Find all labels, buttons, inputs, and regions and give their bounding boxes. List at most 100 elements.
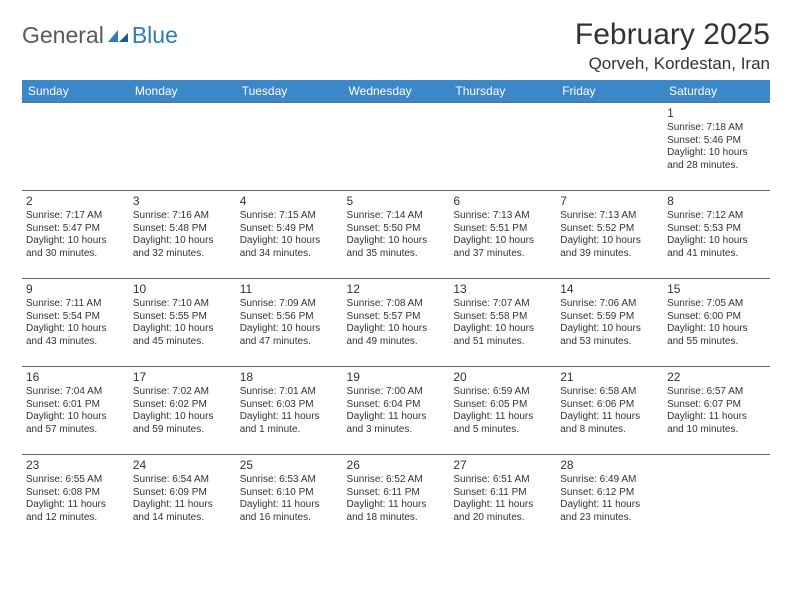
day-cell: 12Sunrise: 7:08 AMSunset: 5:57 PMDayligh… [343,279,450,367]
day-number: 7 [560,194,659,209]
sunrise-text: Sunrise: 7:15 AM [240,210,339,223]
day-number: 22 [667,370,766,385]
sunset-text: Sunset: 5:49 PM [240,223,339,236]
day-header-saturday: Saturday [663,80,770,103]
sunset-text: Sunset: 6:09 PM [133,487,232,500]
calendar-table: SundayMondayTuesdayWednesdayThursdayFrid… [22,80,770,543]
daylight-text: and 37 minutes. [453,248,552,261]
day-number: 11 [240,282,339,297]
day-number: 12 [347,282,446,297]
daylight-text: and 8 minutes. [560,424,659,437]
sunrise-text: Sunrise: 7:10 AM [133,298,232,311]
day-cell: 14Sunrise: 7:06 AMSunset: 5:59 PMDayligh… [556,279,663,367]
daylight-text: Daylight: 10 hours [133,323,232,336]
daylight-text: and 23 minutes. [560,512,659,525]
daylight-text: Daylight: 11 hours [347,499,446,512]
daylight-text: Daylight: 10 hours [667,235,766,248]
daylight-text: Daylight: 11 hours [240,499,339,512]
day-number: 9 [26,282,125,297]
daylight-text: and 32 minutes. [133,248,232,261]
sunset-text: Sunset: 6:05 PM [453,399,552,412]
daylight-text: Daylight: 11 hours [453,411,552,424]
table-row: 2Sunrise: 7:17 AMSunset: 5:47 PMDaylight… [22,191,770,279]
daylight-text: Daylight: 10 hours [560,235,659,248]
empty-cell [663,455,770,543]
sunrise-text: Sunrise: 7:09 AM [240,298,339,311]
daylight-text: and 41 minutes. [667,248,766,261]
sunset-text: Sunset: 6:11 PM [347,487,446,500]
daylight-text: Daylight: 10 hours [560,323,659,336]
day-cell: 22Sunrise: 6:57 AMSunset: 6:07 PMDayligh… [663,367,770,455]
day-number: 21 [560,370,659,385]
daylight-text: and 16 minutes. [240,512,339,525]
day-number: 2 [26,194,125,209]
sunset-text: Sunset: 6:01 PM [26,399,125,412]
day-cell: 8Sunrise: 7:12 AMSunset: 5:53 PMDaylight… [663,191,770,279]
sunrise-text: Sunrise: 7:05 AM [667,298,766,311]
day-cell: 21Sunrise: 6:58 AMSunset: 6:06 PMDayligh… [556,367,663,455]
daylight-text: and 43 minutes. [26,336,125,349]
daylight-text: Daylight: 11 hours [667,411,766,424]
table-row: 23Sunrise: 6:55 AMSunset: 6:08 PMDayligh… [22,455,770,543]
sunrise-text: Sunrise: 7:02 AM [133,386,232,399]
daylight-text: Daylight: 10 hours [133,411,232,424]
sunset-text: Sunset: 6:06 PM [560,399,659,412]
sunset-text: Sunset: 5:58 PM [453,311,552,324]
daylight-text: and 53 minutes. [560,336,659,349]
sunrise-text: Sunrise: 6:52 AM [347,474,446,487]
daylight-text: and 55 minutes. [667,336,766,349]
day-number: 13 [453,282,552,297]
sunset-text: Sunset: 6:12 PM [560,487,659,500]
daylight-text: and 34 minutes. [240,248,339,261]
day-header-thursday: Thursday [449,80,556,103]
sunrise-text: Sunrise: 7:14 AM [347,210,446,223]
day-number: 16 [26,370,125,385]
sunrise-text: Sunrise: 6:55 AM [26,474,125,487]
day-cell: 28Sunrise: 6:49 AMSunset: 6:12 PMDayligh… [556,455,663,543]
daylight-text: and 30 minutes. [26,248,125,261]
day-number: 19 [347,370,446,385]
sunset-text: Sunset: 5:57 PM [347,311,446,324]
day-number: 6 [453,194,552,209]
empty-cell [129,103,236,191]
day-number: 10 [133,282,232,297]
day-number: 8 [667,194,766,209]
sunset-text: Sunset: 5:59 PM [560,311,659,324]
sunrise-text: Sunrise: 7:13 AM [453,210,552,223]
day-cell: 1Sunrise: 7:18 AMSunset: 5:46 PMDaylight… [663,103,770,191]
day-cell: 3Sunrise: 7:16 AMSunset: 5:48 PMDaylight… [129,191,236,279]
sunrise-text: Sunrise: 7:08 AM [347,298,446,311]
daylight-text: and 39 minutes. [560,248,659,261]
day-cell: 20Sunrise: 6:59 AMSunset: 6:05 PMDayligh… [449,367,556,455]
empty-cell [343,103,450,191]
daylight-text: and 57 minutes. [26,424,125,437]
day-cell: 6Sunrise: 7:13 AMSunset: 5:51 PMDaylight… [449,191,556,279]
empty-cell [449,103,556,191]
day-cell: 7Sunrise: 7:13 AMSunset: 5:52 PMDaylight… [556,191,663,279]
daylight-text: and 5 minutes. [453,424,552,437]
sunset-text: Sunset: 5:54 PM [26,311,125,324]
day-cell: 5Sunrise: 7:14 AMSunset: 5:50 PMDaylight… [343,191,450,279]
sunset-text: Sunset: 5:52 PM [560,223,659,236]
sunrise-text: Sunrise: 6:57 AM [667,386,766,399]
day-cell: 4Sunrise: 7:15 AMSunset: 5:49 PMDaylight… [236,191,343,279]
day-number: 18 [240,370,339,385]
logo-text-blue: Blue [132,22,178,49]
daylight-text: Daylight: 10 hours [347,235,446,248]
day-number: 28 [560,458,659,473]
day-number: 1 [667,106,766,121]
sunrise-text: Sunrise: 7:16 AM [133,210,232,223]
day-cell: 19Sunrise: 7:00 AMSunset: 6:04 PMDayligh… [343,367,450,455]
day-cell: 26Sunrise: 6:52 AMSunset: 6:11 PMDayligh… [343,455,450,543]
daylight-text: and 18 minutes. [347,512,446,525]
sunset-text: Sunset: 6:00 PM [667,311,766,324]
daylight-text: Daylight: 10 hours [667,147,766,160]
daylight-text: and 14 minutes. [133,512,232,525]
daylight-text: and 49 minutes. [347,336,446,349]
sunrise-text: Sunrise: 6:53 AM [240,474,339,487]
sunset-text: Sunset: 6:10 PM [240,487,339,500]
day-number: 5 [347,194,446,209]
sunrise-text: Sunrise: 6:59 AM [453,386,552,399]
daylight-text: and 1 minute. [240,424,339,437]
sunrise-text: Sunrise: 6:54 AM [133,474,232,487]
